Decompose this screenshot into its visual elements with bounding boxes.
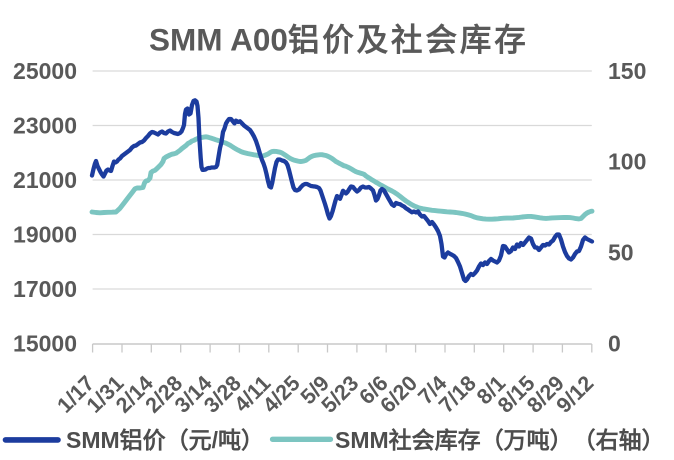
- svg-text:21000: 21000: [13, 167, 77, 193]
- svg-text:0: 0: [608, 330, 621, 356]
- svg-text:SMM社会库存（万吨） （右轴）: SMM社会库存（万吨） （右轴）: [335, 427, 665, 453]
- svg-text:SMM铝价（元/吨）: SMM铝价（元/吨）: [66, 427, 264, 453]
- svg-text:25000: 25000: [13, 58, 77, 84]
- svg-text:19000: 19000: [13, 221, 77, 247]
- svg-text:17000: 17000: [13, 276, 77, 302]
- svg-text:15000: 15000: [13, 330, 77, 356]
- svg-text:150: 150: [608, 58, 646, 84]
- svg-text:100: 100: [608, 149, 646, 175]
- svg-text:23000: 23000: [13, 112, 77, 138]
- svg-text:SMM A00铝价及社会库存: SMM A00铝价及社会库存: [149, 22, 529, 58]
- svg-text:50: 50: [608, 240, 634, 266]
